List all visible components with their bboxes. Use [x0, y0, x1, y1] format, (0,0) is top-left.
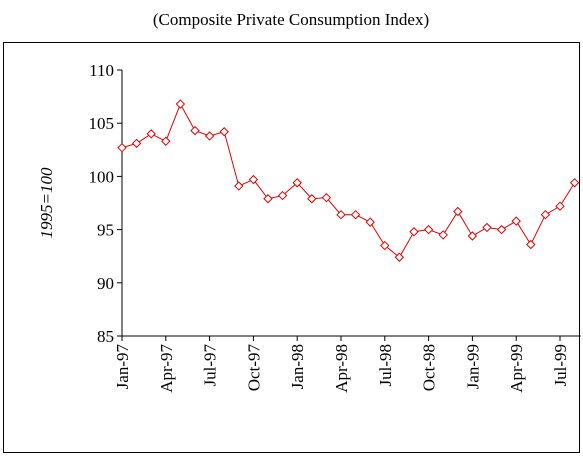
y-tick-label: 95: [97, 221, 114, 240]
marker: [292, 178, 302, 188]
marker: [540, 209, 551, 220]
marker: [555, 201, 565, 211]
x-tick-label: Oct-97: [244, 344, 263, 392]
marker: [263, 194, 273, 204]
y-axis-label: 1995=100: [37, 167, 56, 238]
chart-title: (Composite Private Consumption Index): [153, 10, 429, 29]
y-tick-label: 85: [97, 327, 114, 346]
marker: [453, 206, 463, 217]
x-tick-label: Oct-98: [420, 344, 439, 391]
y-tick-label: 100: [89, 167, 115, 186]
y-tick-label: 90: [97, 274, 114, 293]
y-tick-label: 110: [89, 61, 114, 80]
marker: [336, 209, 346, 220]
marker: [175, 99, 186, 109]
marker: [569, 178, 580, 188]
marker: [467, 231, 478, 241]
marker: [321, 192, 332, 203]
marker: [526, 239, 536, 250]
marker: [496, 224, 507, 235]
marker: [204, 131, 215, 141]
marker: [350, 209, 361, 220]
y-tick-label: 105: [89, 114, 115, 133]
x-tick-label: Apr-97: [157, 344, 176, 393]
marker: [511, 216, 521, 226]
line: [121, 102, 576, 259]
x-tick-label: Apr-98: [332, 344, 351, 393]
marker: [277, 190, 288, 201]
x-tick-label: Jul-97: [201, 344, 220, 387]
x-tick-label: Jan-99: [463, 344, 482, 389]
x-tick-label: Jul-99: [551, 344, 570, 387]
marker: [380, 240, 390, 251]
marker: [190, 125, 200, 136]
marker: [131, 138, 142, 149]
marker: [394, 252, 405, 262]
marker: [409, 227, 419, 237]
x-tick-label: Jan-98: [288, 344, 307, 389]
chart-frame: [3, 42, 580, 453]
marker: [307, 194, 317, 204]
marker: [146, 129, 156, 139]
marker: [365, 217, 375, 227]
marker: [248, 174, 259, 185]
marker: [482, 222, 492, 233]
x-tick-label: Apr-99: [507, 344, 526, 393]
marker: [117, 142, 127, 153]
marker: [423, 224, 434, 235]
x-tick-label: Jan-97: [113, 344, 132, 390]
x-tick-label: Jul-98: [376, 344, 395, 387]
marker: [438, 230, 448, 240]
marker: [161, 136, 171, 146]
marker: [219, 127, 229, 137]
marker: [234, 181, 244, 191]
